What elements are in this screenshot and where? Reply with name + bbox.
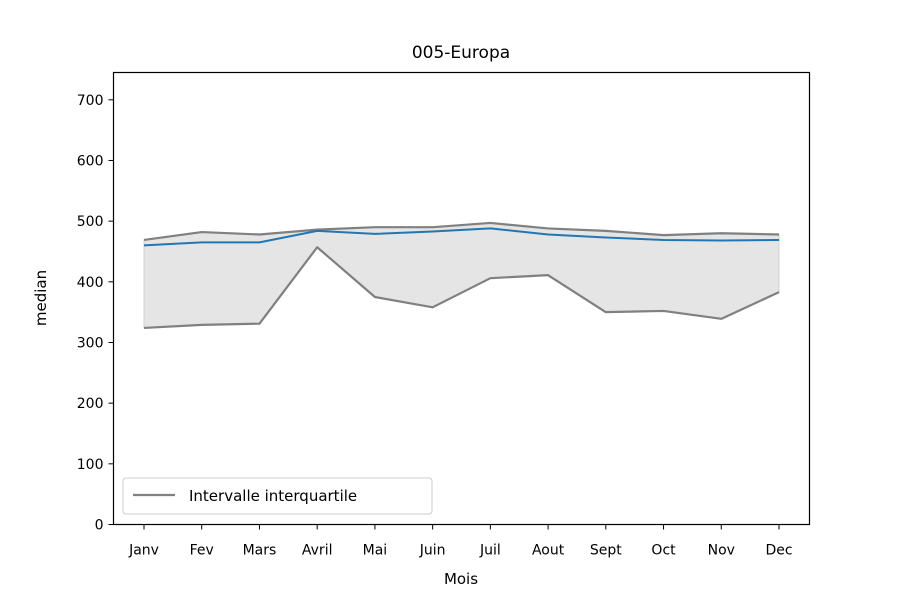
y-tick-label: 300 [77,335,104,351]
x-tick-label: Oct [651,543,676,559]
chart-title: 005-Europa [412,43,510,63]
x-tick-label: Avril [302,543,333,559]
x-tick-label: Juin [419,543,446,559]
legend-box [122,477,433,515]
y-tick-label: 0 [95,518,104,534]
x-tick-label: Dec [765,543,792,559]
x-tick-label: Mai [363,543,388,559]
y-tick-label: 500 [77,214,104,230]
y-axis-label: median [32,270,50,326]
x-tick-label: Nov [708,543,735,559]
x-tick-label: Aout [532,543,565,559]
upper-quartile-line [143,221,780,242]
x-tick-label: Juil [479,543,501,559]
x-tick-label: Janv [128,543,159,559]
x-axis-label: Mois [444,570,478,588]
x-tick-label: Fev [190,543,214,559]
y-tick-label: 100 [77,457,104,473]
median-line [143,227,780,247]
legend-label: Intervalle interquartile [189,487,357,505]
plot-area [143,221,780,330]
plot-frame [112,71,811,526]
x-tick-label: Sept [590,543,622,559]
x-tick-label: Mars [243,543,277,559]
y-tick-label: 200 [77,396,104,412]
legend: Intervalle interquartile [122,477,433,515]
y-axis: 0 100 200 300 400 500 600 700 [77,93,114,534]
interquartile-band [143,222,780,329]
y-tick-label: 600 [77,153,104,169]
lower-quartile-line [143,246,780,330]
y-tick-label: 700 [77,93,104,109]
y-tick-label: 400 [77,275,104,291]
x-axis: Janv Fev Mars Avril Mai Juin Juil Aout Sept Oct No… [128,524,793,559]
